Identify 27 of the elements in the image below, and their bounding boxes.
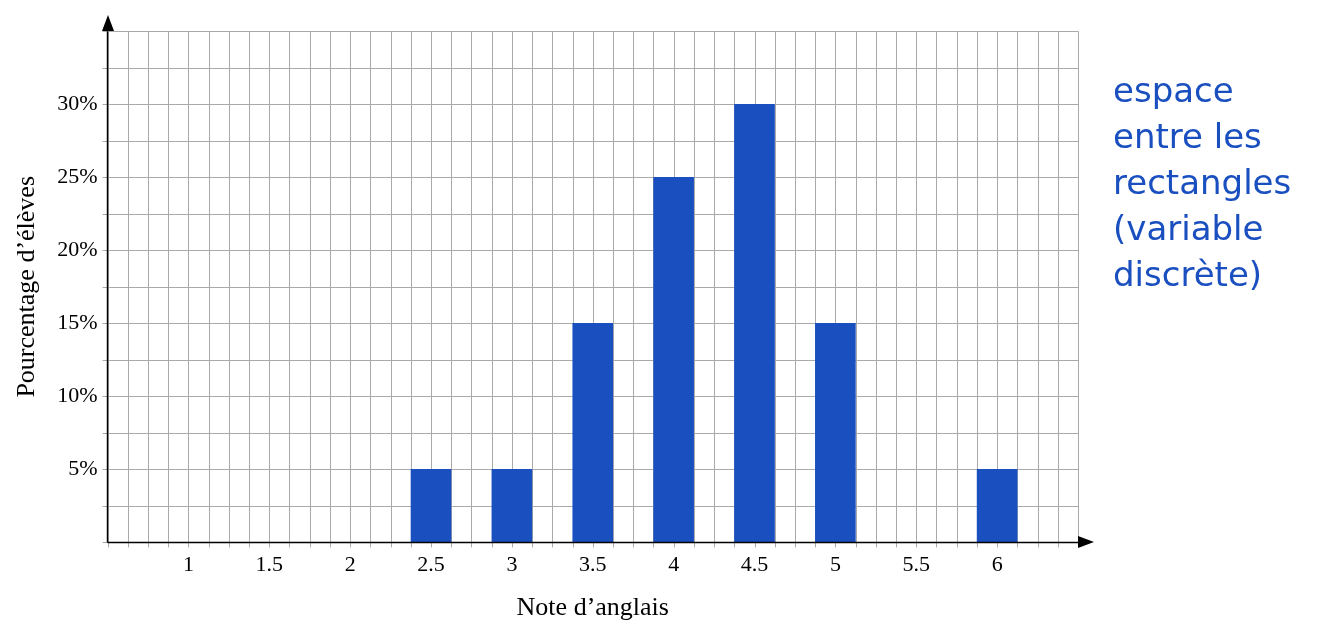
x-tick-label: 3.5 <box>579 551 607 577</box>
bar <box>653 176 694 543</box>
y-tick-label: 10% <box>57 382 98 408</box>
y-tick-label: 30% <box>57 90 98 116</box>
x-tick-label: 1.5 <box>255 551 284 577</box>
bar <box>976 469 1018 543</box>
x-tick-label: 2 <box>344 551 356 577</box>
y-tick-label: 5% <box>68 455 98 481</box>
bar <box>491 469 533 543</box>
x-tick-label: 4 <box>668 551 680 577</box>
x-tick-label: 5.5 <box>902 551 930 577</box>
x-tick-label: 4.5 <box>740 551 769 577</box>
x-tick-label: 5 <box>829 551 841 577</box>
bar <box>410 469 452 543</box>
x-axis-title: Note d’anglais <box>516 592 669 622</box>
x-tick-label: 2.5 <box>417 551 445 577</box>
y-tick-label: 25% <box>57 163 98 189</box>
y-tick-label: 20% <box>57 236 98 262</box>
bar <box>572 322 614 543</box>
x-tick-label: 1 <box>182 551 194 577</box>
y-tick-label: 15% <box>57 309 98 335</box>
bar <box>815 322 856 543</box>
x-tick-label: 6 <box>991 551 1003 577</box>
bar <box>734 103 775 543</box>
text: espace entre les rectangles (variable discrète) <box>1113 69 1293 296</box>
x-tick-label: 3 <box>506 551 518 577</box>
y-axis-title: Pourcentage d’élèves <box>11 175 41 398</box>
